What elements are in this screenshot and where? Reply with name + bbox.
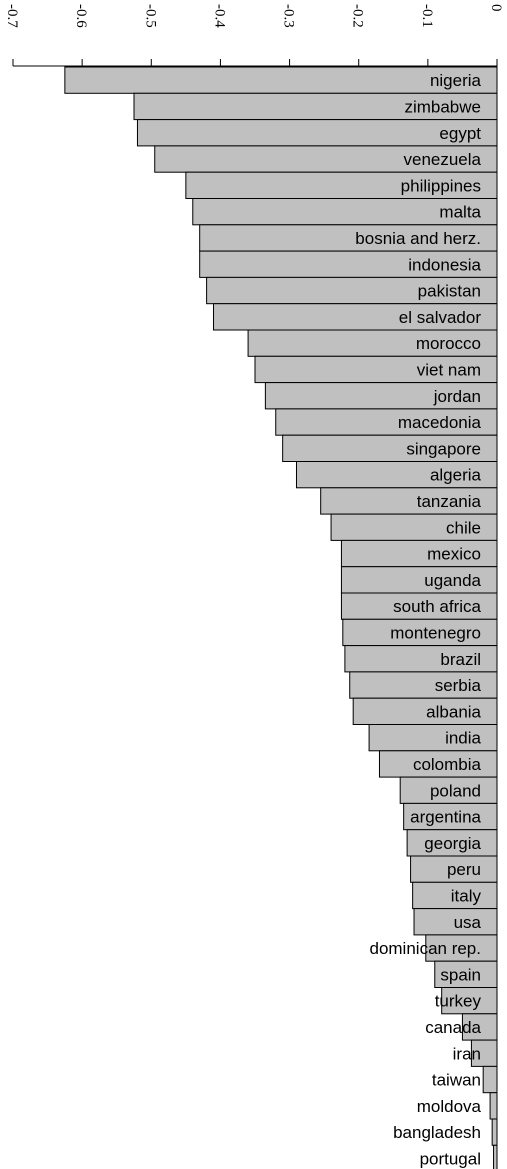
bar <box>320 487 498 515</box>
bars <box>64 66 498 1169</box>
bar-label: italy <box>451 886 482 905</box>
value-axis-tick-label: -0.1 <box>419 4 435 28</box>
bar <box>247 329 498 357</box>
bar-label: peru <box>447 860 481 879</box>
bar-label: bangladesh <box>393 1123 481 1142</box>
bar-label: serbia <box>435 676 482 695</box>
bar <box>185 171 498 199</box>
bar-label: poland <box>430 781 481 800</box>
bar-label: albania <box>426 702 481 721</box>
bar <box>352 697 498 726</box>
bar-label: taiwan <box>432 1071 481 1090</box>
value-axis-tick-label: -0.2 <box>350 4 366 28</box>
bar <box>482 1065 498 1094</box>
bar <box>412 881 498 910</box>
bar-label: dominican rep. <box>369 939 481 958</box>
bar-label: mexico <box>427 545 481 564</box>
bar <box>206 276 498 305</box>
bar <box>342 618 498 647</box>
bar-label: viet nam <box>417 360 481 379</box>
bar-label: turkey <box>435 992 482 1011</box>
bar-label: bosnia and herz. <box>355 229 481 248</box>
bar-label: usa <box>454 913 482 932</box>
bar-label: india <box>445 729 481 748</box>
bar <box>344 645 498 673</box>
bar-label: colombia <box>413 755 482 774</box>
bar-label: uganda <box>424 571 481 590</box>
bar-label: jordan <box>433 387 481 406</box>
bar-labels: nigeria zimbabwe egypt venezuela philippines… <box>355 71 481 1168</box>
bar <box>403 802 498 831</box>
bar <box>192 198 498 226</box>
value-axis-tick-label: -0.4 <box>211 4 227 28</box>
bar-label: nigeria <box>430 71 482 90</box>
bar-label: south africa <box>393 597 481 616</box>
bar <box>330 513 498 541</box>
bar <box>378 750 498 778</box>
bar-label: el salvador <box>399 308 482 327</box>
bar <box>340 592 498 620</box>
bar <box>213 303 498 331</box>
value-axis-tick-label: 0 <box>488 4 504 12</box>
bar <box>410 855 498 883</box>
bar-label: egypt <box>439 124 481 143</box>
bar-label: canada <box>425 1018 481 1037</box>
bar-label: morocco <box>416 334 481 353</box>
value-axis-tick-label: -0.5 <box>142 4 158 28</box>
bar-label: tanzania <box>417 492 482 511</box>
bar <box>349 671 498 699</box>
bar <box>199 250 498 278</box>
bar-label: spain <box>440 965 481 984</box>
bar-label: moldova <box>417 1097 482 1116</box>
bar <box>413 908 498 936</box>
bar <box>491 1118 498 1146</box>
bar <box>399 776 498 804</box>
bar-label: singapore <box>406 439 481 458</box>
bar <box>434 960 498 989</box>
bar-label: indonesia <box>408 255 481 274</box>
bar <box>406 829 498 857</box>
bar <box>154 145 498 173</box>
bar-label: philippines <box>401 176 481 195</box>
bar <box>136 119 498 147</box>
value-axis-tick-label: -0.7 <box>4 4 20 28</box>
bar-label: pakistan <box>418 282 481 301</box>
bar-label: iran <box>453 1044 481 1063</box>
bar <box>282 434 498 463</box>
bar <box>368 724 498 752</box>
value-axis-tick-label: -0.3 <box>281 4 297 28</box>
bar-label: georgia <box>424 834 481 853</box>
bar-label: brazil <box>440 650 481 669</box>
bar-label: algeria <box>430 466 482 485</box>
bar <box>295 461 498 489</box>
bar-label: venezuela <box>403 150 481 169</box>
value-axis-tick-label: -0.6 <box>73 4 89 28</box>
bar-label: portugal <box>420 1149 481 1168</box>
bar-label: zimbabwe <box>404 97 481 116</box>
bar <box>340 539 498 568</box>
bar-label: chile <box>446 518 481 537</box>
bar <box>493 1144 498 1169</box>
bar-label: montenegro <box>390 623 481 642</box>
bar-label: macedonia <box>398 413 482 432</box>
bar <box>264 382 498 410</box>
bar-label: argentina <box>410 808 481 827</box>
bar <box>489 1092 498 1120</box>
bar <box>254 355 498 384</box>
bar-label: malta <box>439 203 481 222</box>
bar <box>275 408 498 436</box>
